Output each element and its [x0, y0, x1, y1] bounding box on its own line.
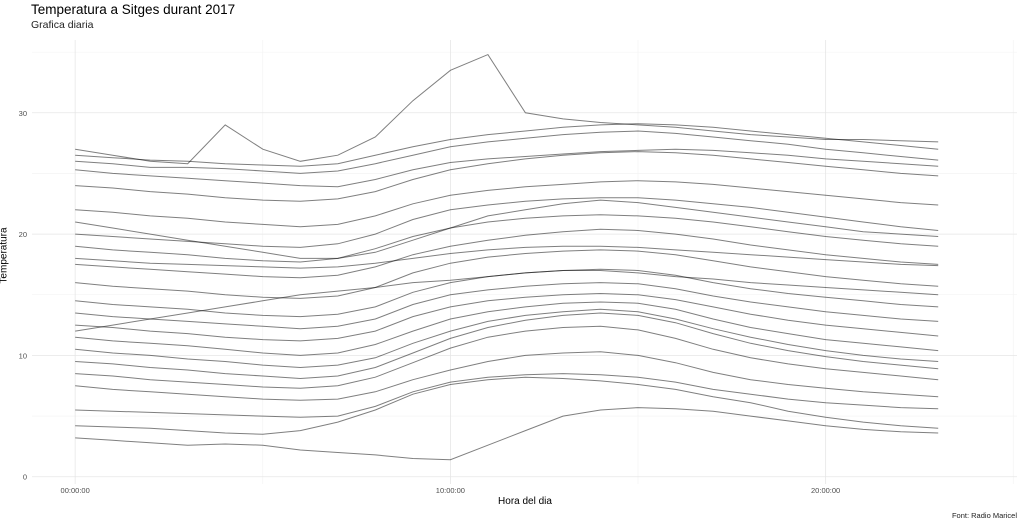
series-line	[75, 292, 939, 342]
y-tick-label: 10	[19, 351, 27, 360]
series-line	[75, 245, 939, 269]
chart-title: Temperatura a Sitges durant 2017	[31, 2, 236, 17]
series-line	[75, 407, 939, 461]
caption: Font: Radio Maricel	[951, 511, 1017, 520]
series-line	[75, 228, 939, 279]
x-tick-label: 20:00:00	[811, 486, 840, 495]
series-line	[75, 282, 939, 330]
y-axis-title: Temperatura	[0, 227, 10, 284]
series-line	[75, 123, 939, 167]
series-line	[75, 199, 939, 259]
series-line	[75, 312, 939, 380]
series-line	[75, 308, 939, 369]
series-line	[75, 301, 939, 356]
y-tick-label: 30	[19, 109, 27, 118]
series-line	[75, 197, 939, 248]
series-line	[75, 270, 939, 332]
series-line	[75, 130, 939, 174]
series-line	[75, 180, 939, 228]
series-line	[75, 373, 939, 418]
series-line	[75, 376, 939, 435]
series-line	[75, 53, 939, 165]
series-line	[75, 214, 939, 263]
y-tick-label: 0	[23, 473, 27, 482]
x-tick-label: 10:00:00	[436, 486, 465, 495]
series-line	[75, 151, 939, 202]
series-line	[75, 351, 939, 401]
series-line	[75, 249, 939, 299]
y-tick-label: 20	[19, 230, 27, 239]
x-tick-label: 00:00:00	[61, 486, 90, 495]
series-line	[75, 148, 939, 188]
x-axis-title: Hora del dia	[498, 496, 552, 507]
chart-subtitle: Grafica diaria	[31, 19, 94, 31]
series-line	[75, 325, 939, 389]
